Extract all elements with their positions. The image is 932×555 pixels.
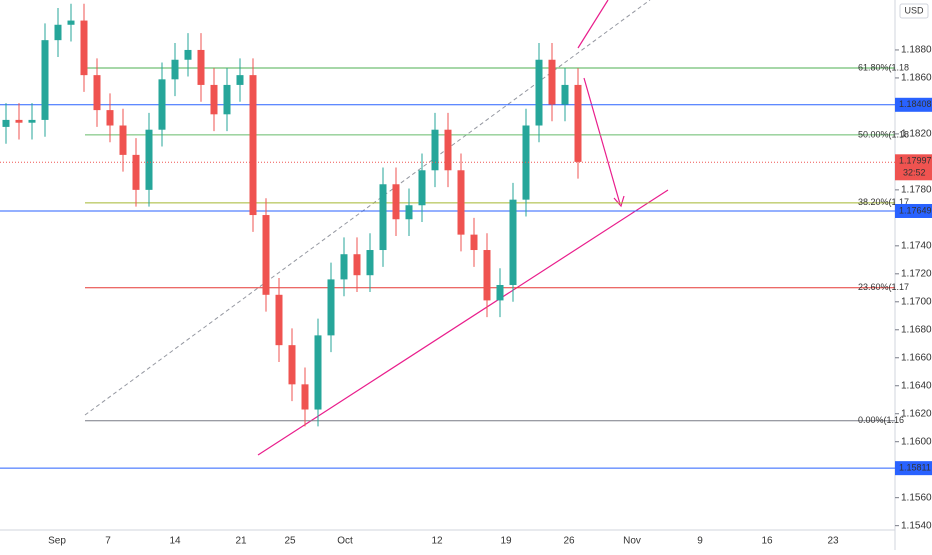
y-tick-label: 1.16200 (901, 408, 932, 419)
y-tick-label: 1.18200 (901, 129, 932, 140)
candle-body (197, 49, 205, 85)
price-label: 1.15811 (899, 463, 931, 473)
y-tick-label: 1.15400 (901, 520, 932, 531)
fib-label: 0.00%(1.16 (858, 415, 904, 425)
candle-body (574, 84, 582, 162)
candle-body (210, 84, 218, 115)
y-tick-label: 1.18800 (901, 45, 932, 56)
x-tick-label: 25 (284, 536, 296, 547)
price-label: 1.18408 (899, 99, 932, 109)
y-tick-label: 1.17200 (901, 268, 932, 279)
candle-body (275, 294, 283, 346)
fib-label: 61.80%(1.18 (858, 62, 909, 72)
x-tick-label: 21 (235, 536, 247, 547)
candle-body (158, 79, 166, 130)
x-tick-label: 14 (169, 536, 181, 547)
arrow-down (583, 77, 621, 205)
candle-body (2, 119, 10, 127)
candle-body (132, 154, 140, 190)
fib-label: 38.20%(1.17 (858, 197, 909, 207)
candle-body (496, 285, 504, 301)
y-tick-label: 1.16800 (901, 324, 932, 335)
candle-body (353, 254, 361, 276)
x-tick-label: 26 (563, 536, 575, 547)
dashed-trend-line (84, 0, 651, 416)
candle-body (288, 345, 296, 385)
candle-body (457, 170, 465, 235)
y-tick-label: 1.17800 (901, 185, 932, 196)
candle-body (54, 24, 62, 41)
candle-body (509, 199, 517, 286)
candle-body (67, 20, 75, 25)
candle-body (327, 279, 335, 336)
candle-body (418, 170, 426, 206)
candle-body (106, 110, 114, 126)
price-label: 1.17649 (899, 205, 932, 215)
x-tick-label: 7 (105, 536, 111, 547)
arrow-head (613, 195, 625, 208)
candle-body (262, 215, 270, 295)
fib-label: 23.60%(1.17 (858, 282, 909, 292)
candle-body (366, 250, 374, 276)
candle-body (301, 384, 309, 410)
candle-body (249, 75, 257, 216)
candle-body (561, 84, 569, 105)
candle-body (379, 184, 387, 251)
candle-body (223, 84, 231, 115)
candle-body (145, 129, 153, 190)
x-tick-label: Sep (48, 536, 66, 547)
candle-body (405, 205, 413, 220)
candle-body (470, 234, 478, 251)
candle-body (431, 129, 439, 171)
currency: USD (904, 5, 924, 15)
y-tick-label: 1.16000 (901, 436, 932, 447)
countdown: 32:52 (903, 168, 926, 178)
fib-label: 50.00%(1.18 (858, 129, 909, 139)
y-tick-label: 1.15600 (901, 492, 932, 503)
candle-body (41, 40, 49, 120)
x-tick-label: 12 (431, 536, 443, 547)
candle-body (184, 49, 192, 60)
candle-body (93, 75, 101, 111)
candle-body (483, 250, 491, 301)
candle-body (15, 119, 23, 123)
candle-body (119, 125, 127, 155)
y-tick-label: 1.16600 (901, 352, 932, 363)
currency-badge (899, 3, 929, 19)
x-tick-label: 23 (827, 536, 839, 547)
price-badge (895, 203, 932, 218)
candle-body (535, 59, 543, 126)
candle-body (340, 254, 348, 280)
current-price-label: 1.17997 (899, 156, 932, 166)
candle-body (548, 59, 556, 105)
candle-body (80, 20, 88, 76)
candle-body (28, 119, 36, 123)
x-tick-label: Nov (623, 536, 641, 547)
arrow-up (577, 0, 609, 49)
candle-body (314, 335, 322, 410)
x-tick-label: 19 (500, 536, 512, 547)
current-price-badge (895, 154, 932, 181)
plot: 1.18800 1.18600 1.18200 1.17800 1.17400 1.172… (0, 3, 932, 547)
price-badge (895, 97, 932, 112)
x-tick-label: 9 (697, 536, 703, 547)
candle-body (392, 184, 400, 220)
x-tick-label: 16 (761, 536, 773, 547)
candle-body (444, 129, 452, 171)
y-tick-label: 1.17000 (901, 296, 932, 307)
price-badge (895, 461, 932, 476)
x-tick-label: Oct (337, 536, 353, 547)
y-tick-label: 1.16400 (901, 380, 932, 391)
support-trend-line (257, 189, 669, 456)
candle-body (236, 75, 244, 85)
candle-body (171, 59, 179, 80)
y-tick-label: 1.17400 (901, 240, 932, 251)
y-tick-label: 1.18600 (901, 73, 932, 84)
